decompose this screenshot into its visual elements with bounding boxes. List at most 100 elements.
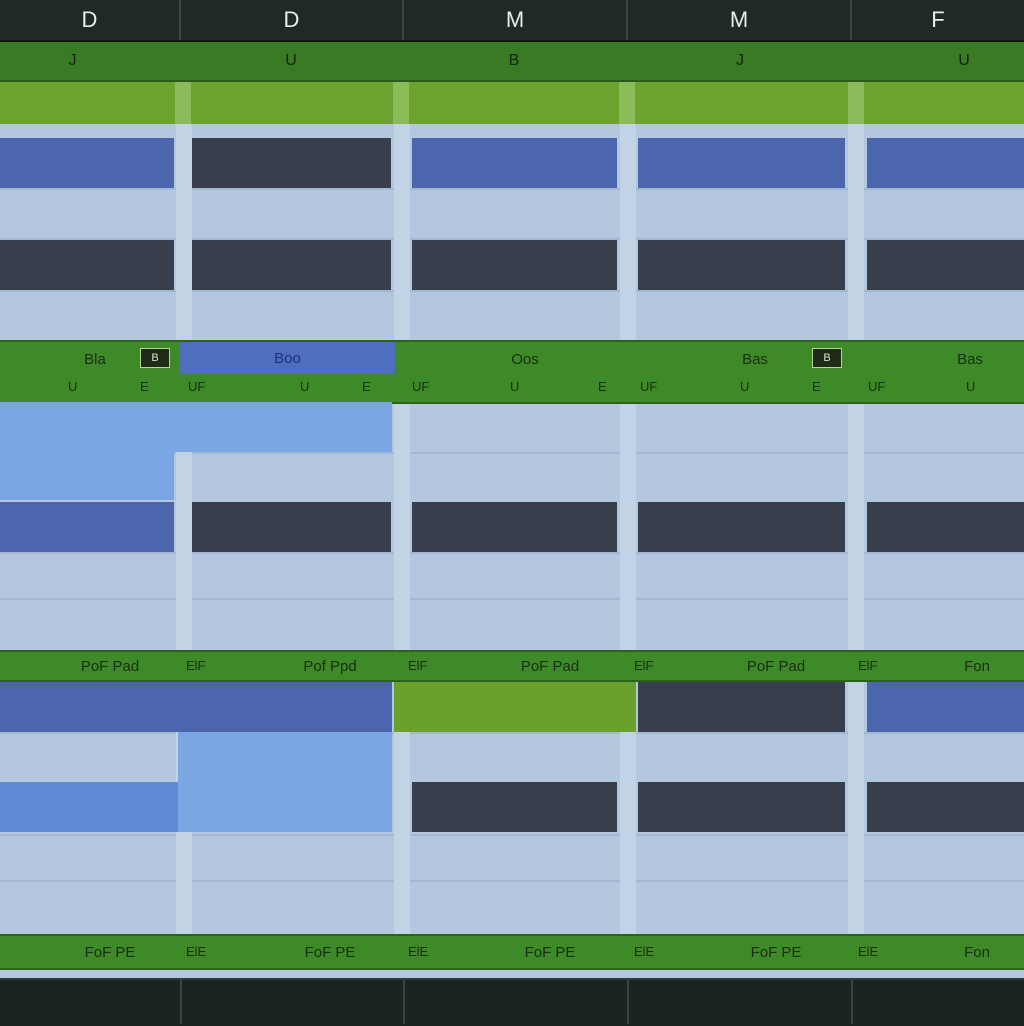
sub-header-label: J bbox=[68, 52, 77, 69]
summary-cell[interactable]: FoF PE bbox=[40, 936, 180, 968]
summary-bar bbox=[0, 650, 1024, 682]
event-block[interactable] bbox=[638, 240, 845, 290]
summary-cell[interactable]: Oos bbox=[470, 344, 580, 374]
sub-header-label: U bbox=[285, 52, 297, 69]
summary-prefix: ElE bbox=[408, 944, 429, 959]
badge-text: B bbox=[823, 352, 831, 364]
summary-detail: U bbox=[68, 379, 78, 394]
summary-detail: U bbox=[300, 379, 310, 394]
summary-detail: UF bbox=[868, 379, 886, 394]
event-block[interactable] bbox=[867, 240, 1024, 290]
summary-cell[interactable]: PoF Pad bbox=[480, 652, 620, 680]
summary-detail: E bbox=[362, 379, 371, 394]
day-header-cell[interactable]: M bbox=[404, 0, 628, 40]
event-block[interactable] bbox=[638, 502, 845, 552]
grid-line bbox=[0, 188, 1024, 190]
summary-cell[interactable]: FoF PE bbox=[482, 936, 618, 968]
event-block[interactable] bbox=[192, 240, 391, 290]
sub-header-label: U bbox=[958, 52, 970, 69]
summary-prefix: ElF bbox=[408, 658, 428, 673]
all-day-strip[interactable] bbox=[0, 82, 1024, 124]
event-block[interactable] bbox=[412, 502, 617, 552]
footer-divider bbox=[403, 980, 405, 1024]
event-block[interactable] bbox=[867, 782, 1024, 832]
day-header-cell[interactable]: D bbox=[0, 0, 181, 40]
day-header-cell[interactable]: M bbox=[628, 0, 852, 40]
summary-bar bbox=[0, 340, 1024, 404]
event-block[interactable] bbox=[638, 782, 845, 832]
strip-divider bbox=[175, 82, 191, 124]
day-label: D bbox=[283, 7, 300, 32]
selection-range[interactable] bbox=[0, 452, 174, 500]
day-header: D D M M F bbox=[0, 0, 1024, 42]
grid-line bbox=[0, 238, 1024, 240]
summary-cell[interactable]: Fon bbox=[930, 652, 1024, 680]
day-header-cell[interactable]: F bbox=[852, 0, 1024, 40]
column-divider bbox=[394, 124, 410, 934]
summary-detail: U bbox=[510, 379, 520, 394]
event-block[interactable] bbox=[638, 682, 845, 732]
footer-divider bbox=[851, 980, 853, 1024]
grid-line bbox=[0, 834, 1024, 836]
summary-cell[interactable]: PoF Pad bbox=[706, 652, 846, 680]
event-block[interactable] bbox=[192, 502, 391, 552]
summary-label: Fon bbox=[964, 657, 990, 675]
event-block[interactable] bbox=[0, 240, 174, 290]
summary-label: Oos bbox=[511, 350, 539, 368]
footer-divider bbox=[627, 980, 629, 1024]
footer-bar bbox=[0, 978, 1024, 1026]
summary-prefix: ElF bbox=[186, 658, 206, 673]
grid-line bbox=[0, 880, 1024, 882]
sub-header-label: B bbox=[508, 52, 520, 69]
summary-cell[interactable]: PoF Pad bbox=[40, 652, 180, 680]
summary-cell-selected[interactable]: Boo bbox=[180, 342, 395, 374]
summary-label: FoF PE bbox=[304, 943, 356, 961]
summary-cell[interactable]: Bas bbox=[920, 344, 1020, 374]
event-block[interactable] bbox=[412, 240, 617, 290]
summary-label: Boo bbox=[274, 349, 301, 367]
summary-label: Bas bbox=[742, 350, 768, 368]
day-header-cell[interactable]: D bbox=[181, 0, 404, 40]
day-label: F bbox=[931, 7, 945, 32]
summary-label: Pof Ppd bbox=[303, 657, 357, 675]
summary-cell[interactable]: Pof Ppd bbox=[260, 652, 400, 680]
event-block[interactable] bbox=[867, 138, 1024, 188]
summary-cell[interactable]: FoF PE bbox=[262, 936, 398, 968]
strip-divider bbox=[393, 82, 409, 124]
event-block[interactable] bbox=[0, 682, 392, 732]
summary-prefix: ElF bbox=[858, 658, 878, 673]
summary-cell[interactable]: Bas bbox=[700, 344, 810, 374]
event-block[interactable] bbox=[412, 138, 617, 188]
day-label: M bbox=[505, 7, 525, 32]
grid-line bbox=[0, 552, 1024, 554]
event-block[interactable] bbox=[0, 782, 178, 832]
summary-prefix: ElE bbox=[634, 944, 655, 959]
summary-cell[interactable]: Bla bbox=[40, 344, 150, 374]
grid-line bbox=[0, 732, 1024, 734]
event-block[interactable] bbox=[867, 682, 1024, 732]
summary-cell[interactable]: Fon bbox=[930, 936, 1024, 968]
event-block[interactable] bbox=[394, 682, 636, 732]
strip-divider bbox=[619, 82, 635, 124]
summary-detail: U bbox=[966, 379, 976, 394]
grid-line bbox=[0, 598, 1024, 600]
summary-cell[interactable]: FoF PE bbox=[708, 936, 844, 968]
selection-range[interactable] bbox=[178, 732, 392, 832]
strip-divider bbox=[848, 82, 864, 124]
event-block[interactable] bbox=[638, 138, 845, 188]
summary-prefix: ElE bbox=[186, 944, 207, 959]
summary-prefix: ElE bbox=[858, 944, 879, 959]
event-block[interactable] bbox=[192, 138, 391, 188]
summary-detail: UF bbox=[412, 379, 430, 394]
summary-label: Bla bbox=[84, 350, 106, 368]
summary-label: PoF Pad bbox=[520, 657, 580, 675]
event-block[interactable] bbox=[0, 138, 174, 188]
event-block[interactable] bbox=[867, 502, 1024, 552]
selection-range[interactable] bbox=[0, 402, 392, 452]
summary-detail: E bbox=[598, 379, 607, 394]
summary-detail: UF bbox=[188, 379, 206, 394]
event-block[interactable] bbox=[412, 782, 617, 832]
column-divider bbox=[848, 124, 864, 934]
summary-bar bbox=[0, 934, 1024, 970]
event-block[interactable] bbox=[0, 502, 174, 552]
